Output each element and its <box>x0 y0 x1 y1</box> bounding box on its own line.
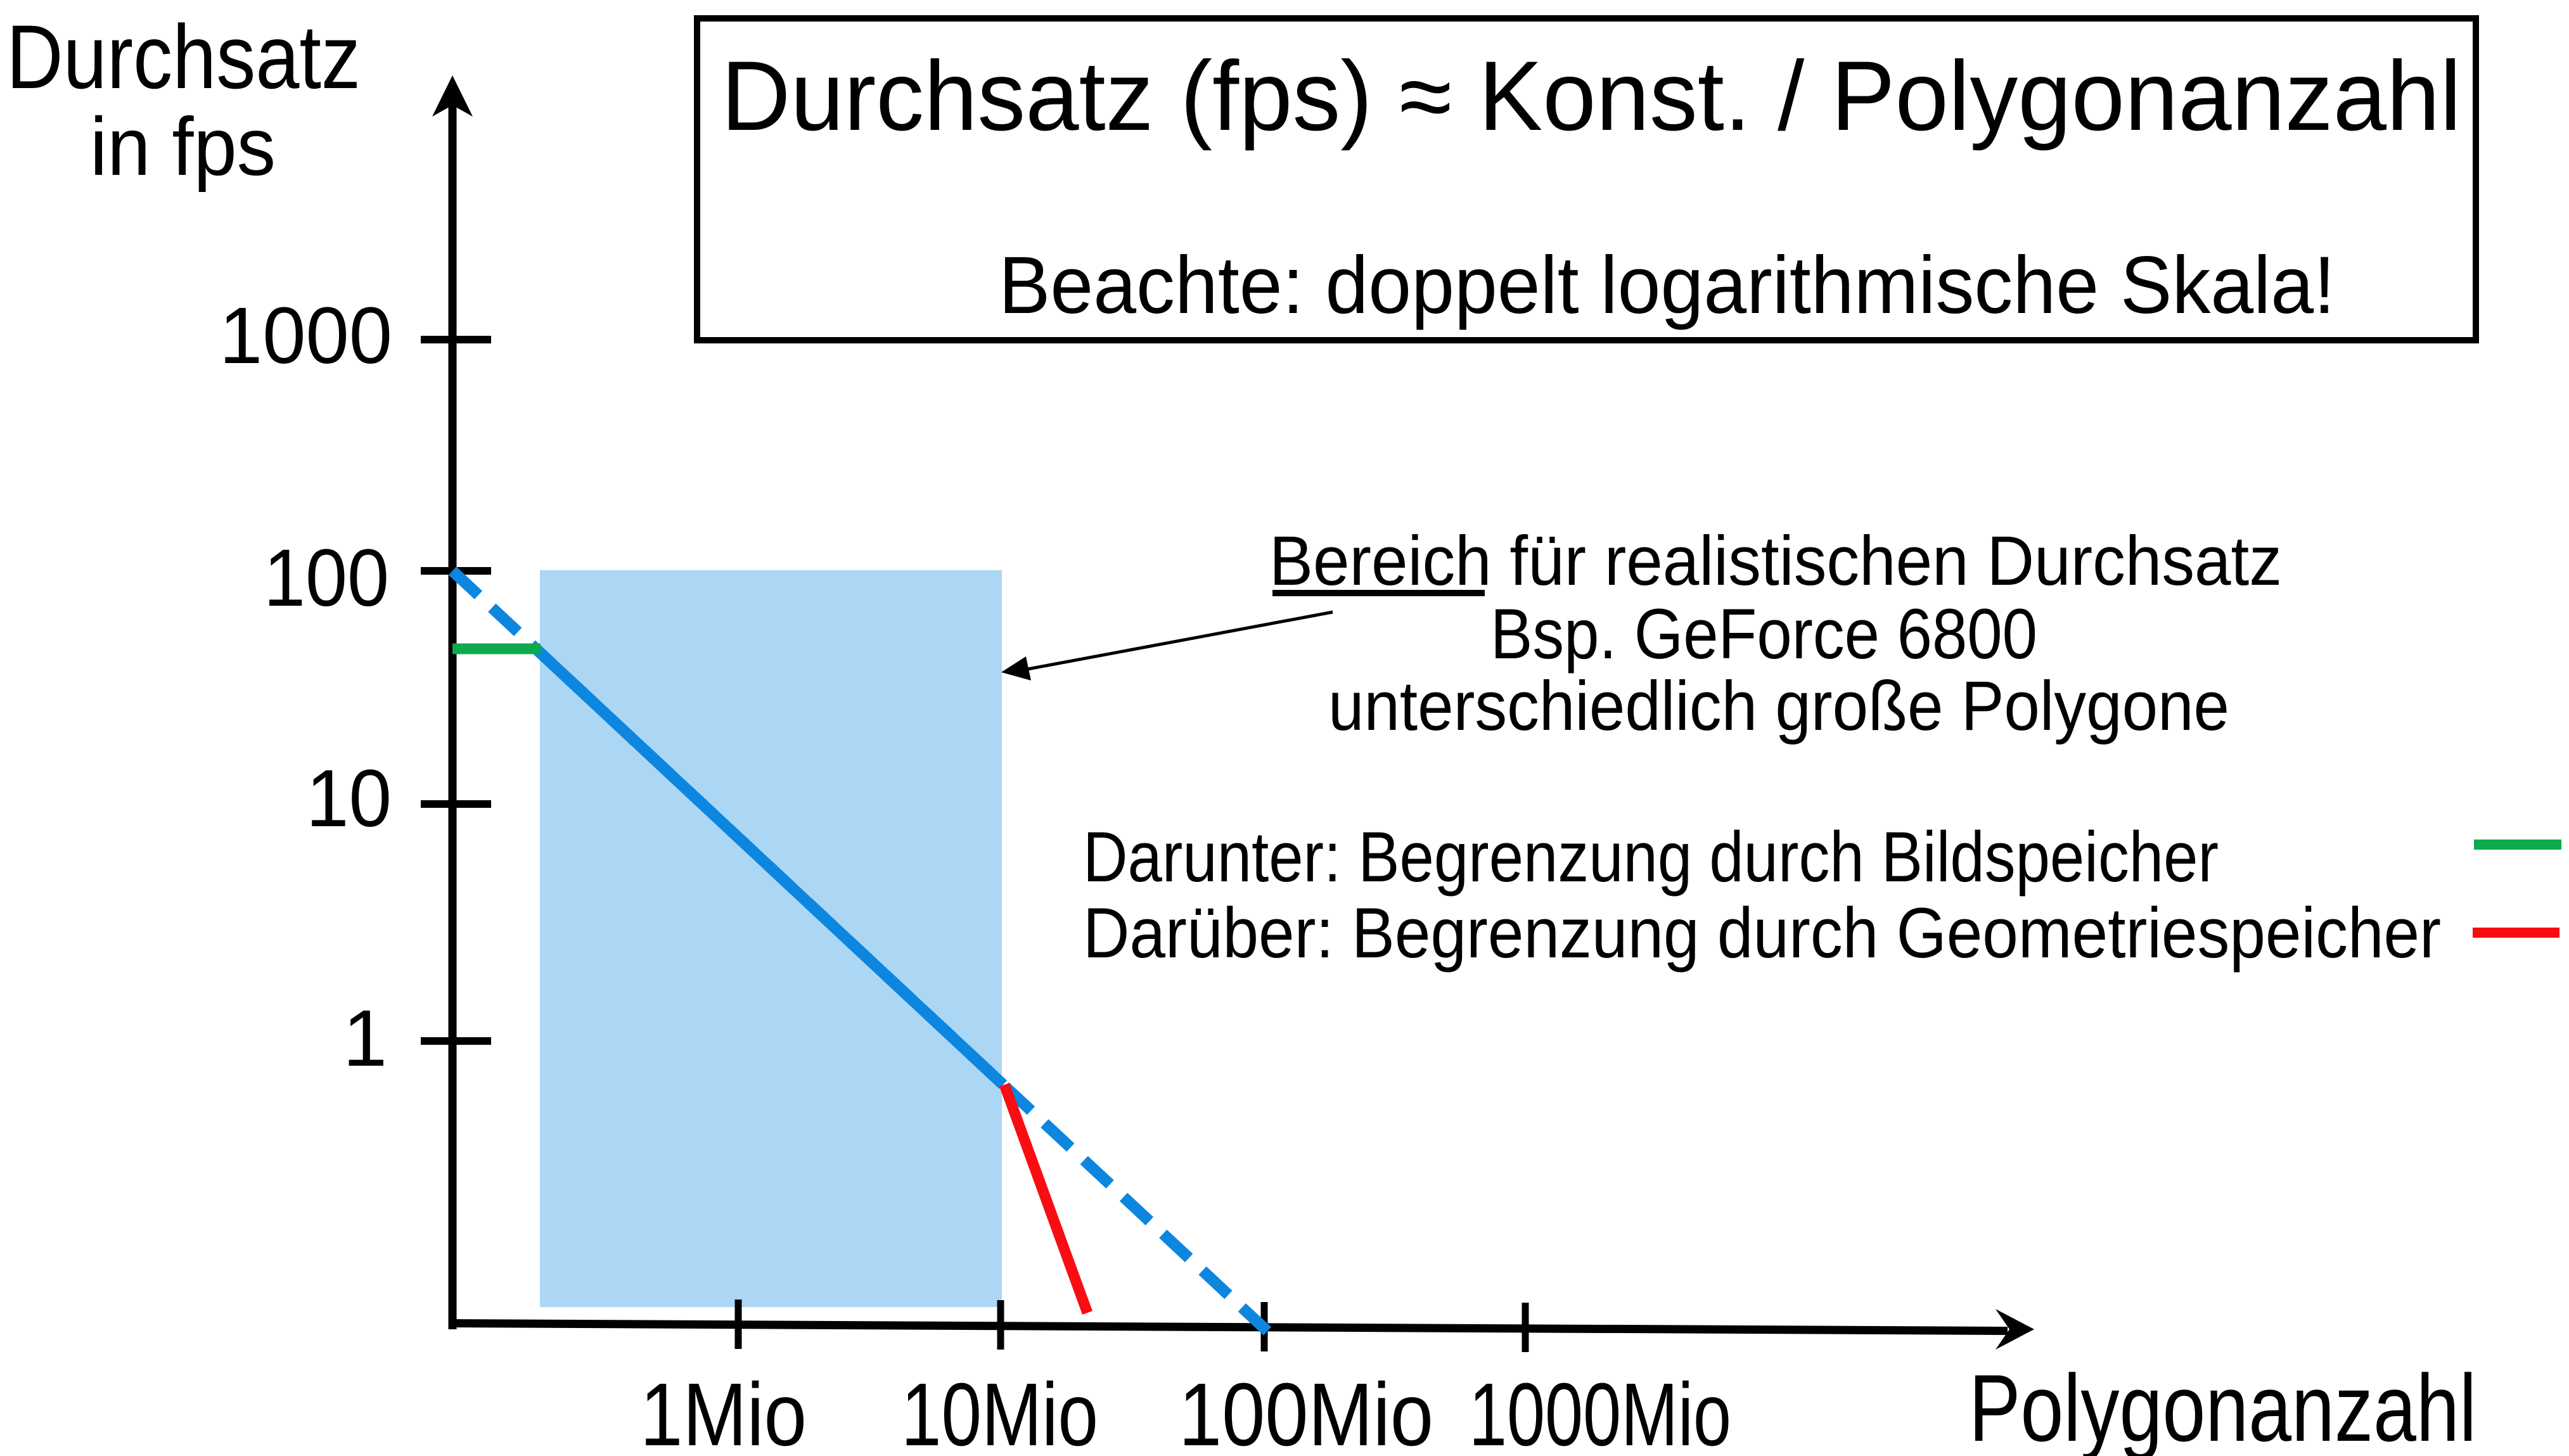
svg-text:Durchsatz: Durchsatz <box>6 7 361 108</box>
svg-text:Darüber: Begrenzung durch Geom: Darüber: Begrenzung durch Geometriespeic… <box>1083 893 2441 973</box>
svg-text:10Mio: 10Mio <box>901 1364 1098 1456</box>
svg-text:Durchsatz (fps) ≈ Konst. / Po: Durchsatz (fps) ≈ Konst. / Polygonanzahl <box>721 41 2461 151</box>
svg-text:100Mio: 100Mio <box>1179 1364 1433 1456</box>
svg-text:unterschiedlich große Polygone: unterschiedlich große Polygone <box>1328 667 2229 745</box>
svg-text:Beachte: doppelt logarithmisch: Beachte: doppelt logarithmische Skala! <box>999 240 2335 331</box>
svg-text:1000Mio: 1000Mio <box>1469 1364 1731 1456</box>
svg-text:1Mio: 1Mio <box>640 1364 807 1456</box>
svg-text:Darunter: Begrenzung durch Bil: Darunter: Begrenzung durch Bildspeicher <box>1083 817 2219 897</box>
svg-text:in fps: in fps <box>90 100 276 193</box>
svg-text:Bereich für realistischen Durc: Bereich für realistischen Durchsatz <box>1269 522 2282 600</box>
svg-text:Bsp. GeForce 6800: Bsp. GeForce 6800 <box>1490 594 2037 674</box>
svg-text:1000: 1000 <box>219 291 392 380</box>
svg-text:100: 100 <box>264 533 389 623</box>
svg-text:1: 1 <box>343 993 387 1083</box>
svg-text:Polygonanzahl: Polygonanzahl <box>1969 1355 2476 1456</box>
svg-text:10: 10 <box>306 753 392 844</box>
